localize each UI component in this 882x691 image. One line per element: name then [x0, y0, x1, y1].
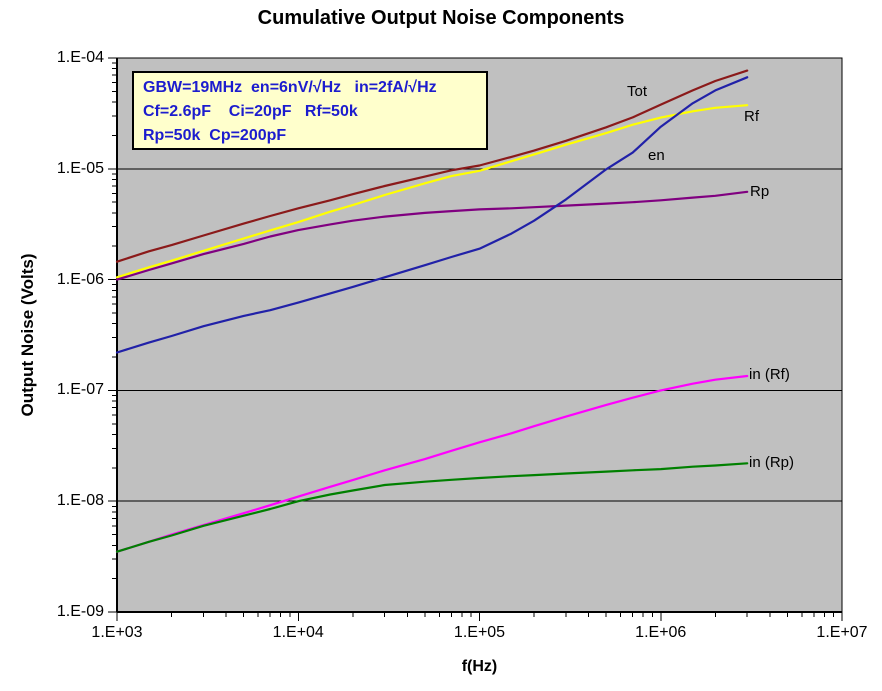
series-line-en — [115, 76, 749, 354]
y-tick-label: 1.E-06 — [56, 270, 104, 288]
x-tick-label: 1.E+03 — [91, 624, 143, 641]
x-tick-label: 1.E+05 — [453, 624, 506, 641]
curve-label-rp: Rp — [750, 183, 770, 200]
x-tick-label: 1.E+07 — [816, 624, 868, 641]
curve-label-en: en — [648, 147, 665, 164]
x-tick-label: 1.E+04 — [272, 624, 324, 641]
curve-label-in-rf: in (Rf) — [749, 366, 790, 383]
series-line-in-rf — [115, 374, 749, 553]
curve-label-in-rp: in (Rp) — [749, 454, 795, 471]
y-tick-label: 1.E-09 — [56, 603, 104, 620]
chart-title: Cumulative Output Noise Components — [257, 7, 625, 29]
y-tick-label: 1.E-05 — [56, 159, 104, 177]
series-line-rp — [115, 190, 749, 281]
param-line-3: Rp=50k Cp=200pF — [143, 127, 287, 144]
series-line-tot — [115, 69, 749, 263]
curve-label-tot: Tot — [627, 83, 648, 100]
x-tick-label: 1.E+06 — [635, 624, 687, 641]
series-line-in-rp — [115, 462, 749, 553]
y-tick-label: 1.E-07 — [56, 381, 104, 399]
parameters-annotation-box: GBW=19MHz en=6nV/√Hz in=2fA/√Hz Cf=2.6pF… — [132, 71, 488, 150]
y-tick-label: 1.E-04 — [56, 49, 104, 66]
param-line-1: GBW=19MHz en=6nV/√Hz in=2fA/√Hz — [143, 79, 437, 96]
x-axis-title: f(Hz) — [461, 658, 498, 675]
series-line-rf — [115, 104, 749, 279]
curve-label-rf: Rf — [744, 108, 759, 125]
plot-background — [116, 57, 843, 613]
param-line-2: Cf=2.6pF Ci=20pF Rf=50k — [143, 103, 358, 120]
y-tick-label: 1.E-08 — [56, 492, 104, 510]
